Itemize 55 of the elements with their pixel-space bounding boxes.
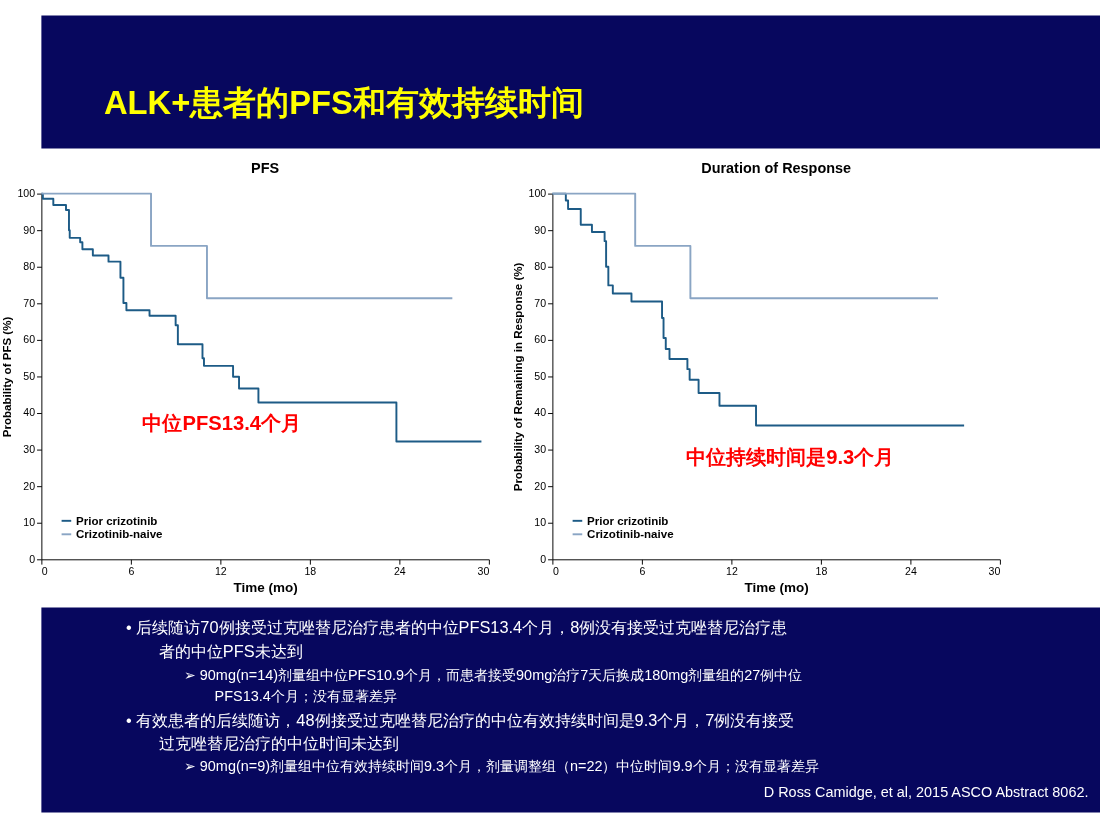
legend-label: Crizotinib-naive xyxy=(76,528,164,541)
x-tick-label: 18 xyxy=(815,565,828,578)
chart-title: Duration of Response xyxy=(701,160,852,177)
x-tick-label: 24 xyxy=(393,565,406,578)
y-axis-title: Probability of PFS (%) xyxy=(0,316,13,438)
y-tick-label: 20 xyxy=(23,479,36,492)
x-axis-title: Time (mo) xyxy=(744,579,809,595)
legend-label: Crizotinib-naive xyxy=(587,528,675,541)
y-tick-label: 60 xyxy=(534,333,547,346)
y-tick-label: 0 xyxy=(540,552,547,565)
y-tick-label: 90 xyxy=(23,223,36,236)
x-tick-label: 24 xyxy=(905,565,917,578)
y-tick-label: 10 xyxy=(534,516,547,529)
legend-label: Prior crizotinib xyxy=(587,514,669,527)
annotation: 中位PFS13.4个月 xyxy=(142,412,301,435)
text: D Ross Camidge, et al, 2015 ASCO Abstract 8062. xyxy=(763,784,1089,801)
y-tick-label: 100 xyxy=(528,186,547,199)
y-tick-label: 20 xyxy=(534,479,547,492)
legend-label: Prior crizotinib xyxy=(76,514,158,527)
text: • 后续随访70例接受过克唑替尼治疗患者的中位PFS13.4个月，8例没有接受过克唑替尼治疗患 xyxy=(126,618,788,637)
y-tick-label: 60 xyxy=(23,333,36,346)
text: ➢ 90mg(n=9)剂量组中位有效持续时间9.3个月，剂量调整组（n=22）中位时间9.9个月；没有显著差异 xyxy=(183,758,819,775)
x-tick-label: 12 xyxy=(726,565,738,578)
y-tick-label: 40 xyxy=(23,406,36,419)
y-tick-label: 70 xyxy=(23,296,36,309)
y-tick-label: 10 xyxy=(23,516,36,529)
y-tick-label: 80 xyxy=(23,260,36,273)
x-tick-label: 30 xyxy=(477,565,490,578)
text: 过克唑替尼治疗的中位时间未达到 xyxy=(158,733,399,752)
y-tick-label: 80 xyxy=(534,260,547,273)
annotation: 中位持续时间是9.3个月 xyxy=(686,446,895,469)
x-tick-label: 18 xyxy=(304,565,317,578)
x-tick-label: 0 xyxy=(41,565,48,578)
text: ALK+患者的PFS和有效持续时间 xyxy=(103,83,584,121)
y-axis-title: Probability of Remaining in Response (%) xyxy=(511,262,524,492)
y-tick-label: 40 xyxy=(534,406,547,419)
x-tick-label: 12 xyxy=(214,565,227,578)
x-tick-label: 6 xyxy=(128,565,135,578)
text: PFS13.4个月；没有显著差异 xyxy=(214,687,397,704)
y-tick-label: 30 xyxy=(534,442,547,455)
text: • 有效患者的后续随访，48例接受过克唑替尼治疗的中位有效持续时间是9.3个月，7例没有接受 xyxy=(126,710,795,729)
text: 者的中位PFS未达到 xyxy=(158,641,303,660)
chart-title: PFS xyxy=(251,160,280,177)
x-tick-label: 30 xyxy=(988,565,1001,578)
x-tick-label: 0 xyxy=(552,565,559,578)
y-tick-label: 30 xyxy=(23,442,36,455)
x-axis-title: Time (mo) xyxy=(233,579,298,595)
x-tick-label: 6 xyxy=(639,565,646,578)
y-tick-label: 0 xyxy=(29,552,36,565)
y-tick-label: 100 xyxy=(17,186,36,199)
text: ➢ 90mg(n=14)剂量组中位PFS10.9个月，而患者接受90mg治疗7天后换成180mg剂量组的27例中位 xyxy=(183,666,803,683)
y-tick-label: 50 xyxy=(23,369,36,382)
y-tick-label: 50 xyxy=(534,369,547,382)
y-tick-label: 70 xyxy=(534,296,547,309)
y-tick-label: 90 xyxy=(534,223,547,236)
